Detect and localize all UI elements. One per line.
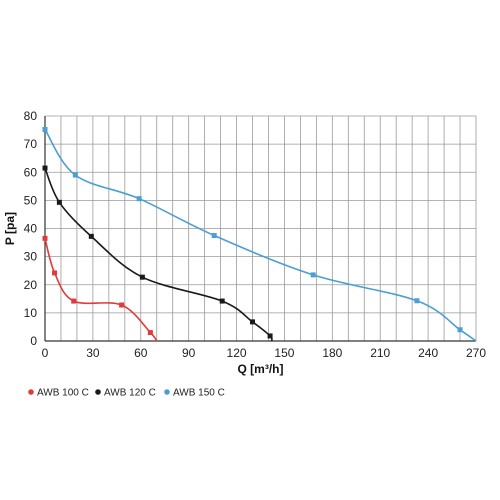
legend-entry: AWB 150 C xyxy=(164,388,225,399)
data-point-marker xyxy=(119,302,125,308)
legend-label: AWB 100 C xyxy=(37,388,89,399)
data-point-marker xyxy=(42,235,48,241)
y-tick-label: 0 xyxy=(30,334,37,348)
y-tick-label: 10 xyxy=(24,306,38,320)
data-point-marker xyxy=(136,196,142,202)
y-tick-label: 30 xyxy=(24,250,38,264)
series-awb-120-c xyxy=(42,165,273,342)
x-tick-label: 240 xyxy=(418,346,438,360)
legend-entry: AWB 100 C xyxy=(28,388,89,399)
grid xyxy=(44,115,477,342)
legend-swatch xyxy=(95,389,101,395)
data-point-marker xyxy=(211,233,217,239)
data-point-marker xyxy=(42,165,48,171)
data-point-marker xyxy=(88,233,94,239)
y-tick-label: 80 xyxy=(24,109,38,123)
y-tick-label: 50 xyxy=(24,193,38,207)
legend-label: AWB 120 C xyxy=(104,388,156,399)
data-point-marker xyxy=(414,298,420,304)
x-tick-label: 180 xyxy=(322,346,342,360)
legend-swatch xyxy=(164,389,170,395)
data-point-marker xyxy=(71,298,77,304)
series-line xyxy=(44,167,273,342)
x-tick-label: 0 xyxy=(42,346,49,360)
x-tick-label: 270 xyxy=(466,346,486,360)
series-lines xyxy=(42,127,477,342)
y-tick-label: 70 xyxy=(24,137,38,151)
y-axis-title: P [pa] xyxy=(3,212,17,245)
series-awb-150-c xyxy=(42,127,477,342)
y-tick-label: 40 xyxy=(24,222,38,236)
data-point-marker xyxy=(42,127,48,132)
data-point-marker xyxy=(72,172,78,178)
data-point-marker xyxy=(267,333,273,339)
data-point-marker xyxy=(457,327,463,333)
tick-labels: 0 30 60 90 120 150 180 210 240 270 0 10 20 30 40 50 60 70… xyxy=(24,109,487,360)
series-awb-100-c xyxy=(42,235,158,342)
legend-label: AWB 150 C xyxy=(173,388,225,399)
legend: AWB 100 C AWB 120 C AWB 150 C xyxy=(28,388,225,399)
y-tick-label: 20 xyxy=(24,278,38,292)
x-tick-label: 90 xyxy=(182,346,196,360)
y-tick-label: 60 xyxy=(24,165,38,179)
data-point-marker xyxy=(147,330,153,336)
data-point-marker xyxy=(219,298,225,304)
series-line xyxy=(44,238,158,342)
x-tick-label: 30 xyxy=(86,346,100,360)
data-point-marker xyxy=(52,270,58,276)
x-tick-label: 210 xyxy=(370,346,390,360)
x-tick-label: 60 xyxy=(134,346,148,360)
x-tick-label: 150 xyxy=(274,346,294,360)
data-point-marker xyxy=(310,272,316,278)
x-tick-label: 120 xyxy=(227,346,247,360)
x-axis-title: Q [m³/h] xyxy=(238,362,284,376)
data-point-marker xyxy=(139,274,145,280)
data-point-marker xyxy=(250,319,256,325)
legend-entry: AWB 120 C xyxy=(95,388,156,399)
series-line xyxy=(44,129,477,342)
data-point-marker xyxy=(56,199,62,205)
legend-swatch xyxy=(28,389,34,395)
axes xyxy=(44,116,476,342)
